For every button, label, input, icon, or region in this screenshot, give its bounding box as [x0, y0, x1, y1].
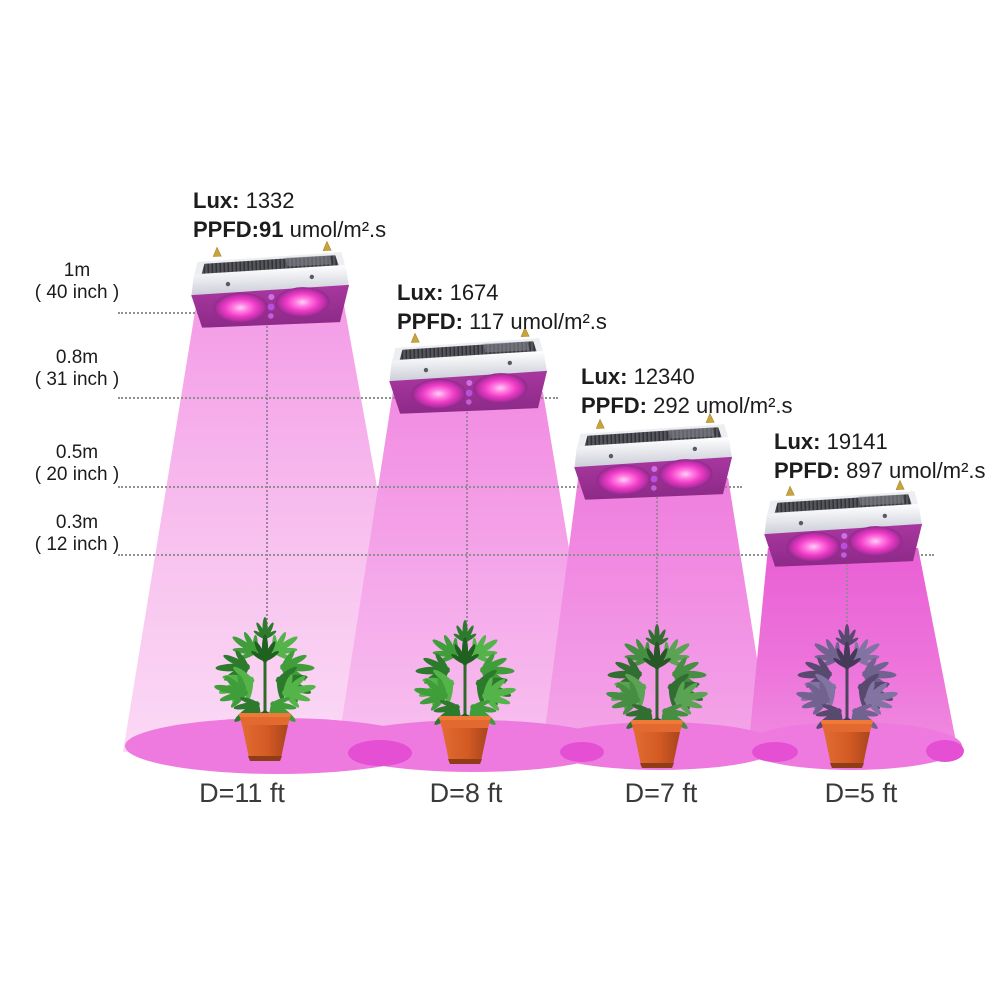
diameter-label-2: D=8 ft — [429, 778, 503, 808]
lux-line: Lux: 1674 — [397, 280, 499, 305]
height-line-0-5m — [118, 486, 742, 488]
height-line-1m — [118, 312, 214, 314]
plant-foliage-icon — [597, 619, 717, 731]
ground-glow-overlap-4 — [926, 740, 964, 762]
potted-plant-2 — [405, 615, 525, 765]
beam-center-line-3 — [656, 494, 658, 646]
potted-plant-4 — [787, 619, 907, 769]
beam-center-line-1 — [266, 322, 268, 636]
diameter-label-1: D=11 ft — [199, 778, 285, 808]
plant-pot-icon — [439, 716, 491, 764]
lux-ppfd-label-2: Lux: 1674 PPFD: 117 umol/m².s — [397, 278, 607, 336]
plant-pot-icon — [631, 720, 683, 768]
plant-foliage-icon — [405, 615, 525, 727]
height-line-0-8m — [118, 397, 558, 399]
plant-pot-icon — [239, 713, 291, 761]
ppfd-line: PPFD:91 umol/m².s — [193, 217, 387, 243]
height-label-1m: 1m( 40 inch ) — [34, 260, 120, 304]
grow-light-fixture-4 — [762, 479, 924, 568]
lux-ppfd-label-1: Lux: 1332 PPFD:91 umol/m².s — [193, 186, 386, 244]
diameter-label-4: D=5 ft — [824, 778, 898, 808]
plant-foliage-icon — [787, 619, 907, 731]
lux-line: Lux: 19141 — [774, 429, 888, 454]
lux-ppfd-label-4: Lux: 19141 PPFD: 897 umol/m².s — [774, 427, 986, 485]
grow-light-fixture-2 — [387, 326, 549, 415]
grow-light-fixture-3 — [572, 412, 734, 501]
height-line-0-3m — [118, 554, 934, 556]
ground-glow-overlap-2 — [560, 742, 604, 762]
beam-center-line-2 — [466, 408, 468, 642]
plant-pot-icon — [821, 720, 873, 768]
potted-plant-3 — [597, 619, 717, 769]
lux-line: Lux: 12340 — [581, 364, 695, 389]
ground-glow-overlap-3 — [752, 742, 798, 762]
lux-line: Lux: 1332 — [193, 188, 295, 213]
ppfd-line: PPFD: 292 umol/m².s — [581, 393, 793, 419]
ppfd-line: PPFD: 117 umol/m².s — [397, 309, 607, 335]
lux-ppfd-label-3: Lux: 12340 PPFD: 292 umol/m².s — [581, 362, 793, 420]
diameter-label-3: D=7 ft — [624, 778, 698, 808]
grow-light-fixture-1 — [189, 240, 351, 329]
potted-plant-1 — [205, 612, 325, 762]
ppfd-line: PPFD: 897 umol/m².s — [774, 458, 986, 484]
plant-foliage-icon — [205, 612, 325, 724]
height-label-0-5m: 0.5m( 20 inch ) — [34, 442, 120, 486]
beam-center-line-4 — [846, 560, 848, 650]
height-label-0-8m: 0.8m( 31 inch ) — [34, 347, 120, 391]
height-label-0-3m: 0.3m( 12 inch ) — [34, 512, 120, 556]
ground-glow-overlap-1 — [348, 740, 412, 766]
